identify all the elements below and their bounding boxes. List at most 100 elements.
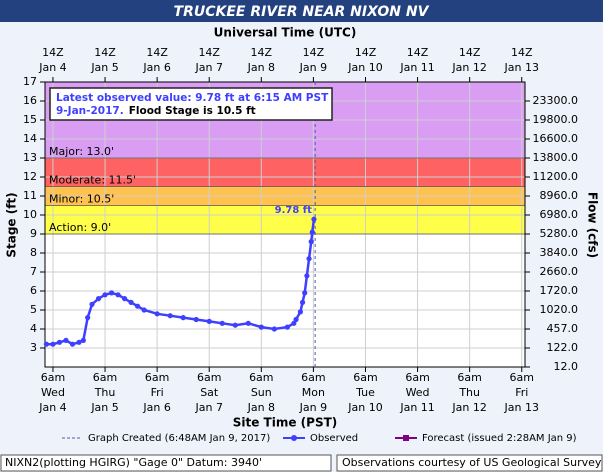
data-point (95, 296, 102, 302)
y-tick-label: 6 (30, 284, 37, 297)
x-tick-label: Jan 11 (399, 401, 434, 414)
data-point (115, 292, 121, 298)
x-axis-label: Site Time (PST) (233, 416, 338, 430)
x-tick-label: Wed (406, 386, 430, 399)
y-axis-label: Stage (ft) (5, 192, 19, 257)
y-tick-label: 5 (30, 303, 37, 316)
data-point (291, 320, 297, 326)
x-tick-label: Jan 10 (347, 401, 382, 414)
x-tick-label: Sat (200, 386, 219, 399)
data-point (141, 307, 147, 313)
y-tick-label: 4 (30, 322, 37, 335)
data-point (154, 311, 160, 317)
data-point (271, 326, 277, 332)
x2-tick-label: Jan 4 (38, 61, 66, 74)
flood-label: Major: 13.0' (49, 145, 114, 158)
x2-tick-label: Jan 11 (399, 61, 434, 74)
x-tick-label: 6am (197, 371, 221, 384)
y-tick-label: 8 (30, 246, 37, 259)
annotation-text: Latest observed value: 9.78 ft at 6:15 A… (56, 92, 329, 104)
x-tick-label: Jan 8 (247, 401, 275, 414)
x-tick-label: 6am (145, 371, 169, 384)
x-tick-label: Tue (355, 386, 375, 399)
x-tick-label: Jan 13 (504, 401, 539, 414)
y2-tick-label: 19800.0 (533, 113, 579, 126)
plot-frame (44, 81, 526, 368)
y-tick-label: 14 (23, 132, 37, 145)
data-point (50, 341, 56, 347)
y2-tick-label: 6980.0 (540, 208, 579, 221)
data-point (258, 324, 264, 330)
x2-tick-label: 14Z (355, 46, 377, 59)
data-point (232, 322, 238, 328)
data-point (311, 216, 317, 222)
x-tick-label: Fri (151, 386, 164, 399)
x2-tick-label: 14Z (303, 46, 325, 59)
x2-tick-label: Jan 8 (247, 61, 275, 74)
y-tick-label: 13 (23, 151, 37, 164)
x-tick-label: Jan 12 (451, 401, 486, 414)
x-tick-label: 6am (41, 371, 65, 384)
flood-label: Action: 9.0' (49, 221, 111, 234)
flood-band (45, 158, 525, 187)
y2-tick-label: 16600.0 (533, 132, 579, 145)
y2-tick-label: 1720.0 (540, 284, 579, 297)
x-tick-label: Jan 5 (90, 401, 118, 414)
footer-right: Observations courtesy of US Geological S… (342, 456, 602, 469)
x-tick-label: Fri (515, 386, 528, 399)
data-point (85, 315, 91, 321)
annotation-box (49, 87, 333, 121)
x-tick-label: 6am (301, 371, 325, 384)
data-point (134, 303, 141, 309)
data-point (306, 256, 312, 262)
data-point (43, 341, 50, 347)
y2-tick-label: 1020.0 (540, 303, 579, 316)
y-tick-label: 10 (23, 208, 37, 221)
x2-tick-label: 14Z (146, 46, 168, 59)
legend-label: Observed (310, 433, 358, 444)
x-tick-label: Thu (94, 386, 116, 399)
y2-tick-label: 12.0 (554, 360, 579, 373)
data-point (284, 324, 290, 330)
data-point (245, 320, 251, 326)
data-point (167, 313, 173, 319)
legend-label: Forecast (issued 2:28AM Jan 9) (422, 433, 577, 444)
plot-area: Action: 9.0' Minor: 10.5' Moderate: 11.5' M… (44, 81, 526, 368)
legend-label: Graph Created (6:48AM Jan 9, 2017) (88, 433, 270, 444)
x2-tick-label: Jan 5 (90, 61, 118, 74)
x-tick-label: Jan 4 (38, 401, 66, 414)
data-point (180, 315, 186, 321)
flood-label: Minor: 10.5' (49, 193, 114, 206)
x2-tick-label: Jan 12 (451, 61, 486, 74)
footer-left: NIXN2(plotting HGIRG) "Gage 0" Datum: 39… (5, 456, 262, 469)
x-tick-label: 6am (93, 371, 117, 384)
x2-tick-label: 14Z (94, 46, 116, 59)
x2-tick-label: 14Z (198, 46, 220, 59)
y-tick-label: 16 (23, 94, 37, 107)
data-point (102, 292, 108, 298)
data-point (304, 273, 310, 279)
x-tick-label: 6am (249, 371, 273, 384)
data-point (299, 299, 306, 305)
flood-label: Moderate: 11.5' (49, 174, 136, 187)
y-tick-label: 3 (30, 341, 37, 354)
data-point (89, 301, 95, 307)
footer-box (0, 454, 332, 472)
data-point (80, 337, 86, 343)
latest-value-label: 9.78 ft (275, 205, 313, 216)
data-point (63, 337, 69, 343)
y2-tick-label: 5280.0 (540, 227, 579, 240)
data-point (193, 316, 199, 323)
data-point (56, 339, 63, 345)
footer-box (336, 454, 603, 472)
y2-tick-label: 3840.0 (540, 246, 579, 259)
y2-tick-label: 457.0 (547, 322, 579, 335)
data-point (108, 290, 115, 296)
x-tick-label: 6am (405, 371, 429, 384)
title-bar (0, 0, 603, 22)
flood-band (45, 205, 525, 234)
y-tick-label: 7 (30, 265, 37, 278)
top-axis-label: Universal Time (UTC) (214, 26, 357, 40)
data-point (309, 229, 315, 235)
